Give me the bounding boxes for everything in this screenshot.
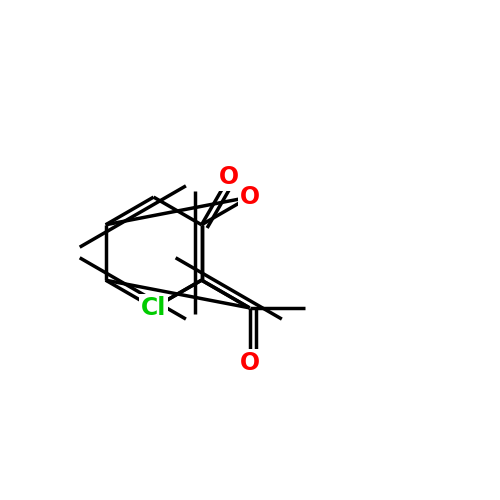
Text: O: O xyxy=(219,165,240,189)
Text: O: O xyxy=(240,351,260,375)
Text: O: O xyxy=(240,185,260,209)
Text: Cl: Cl xyxy=(141,296,167,320)
